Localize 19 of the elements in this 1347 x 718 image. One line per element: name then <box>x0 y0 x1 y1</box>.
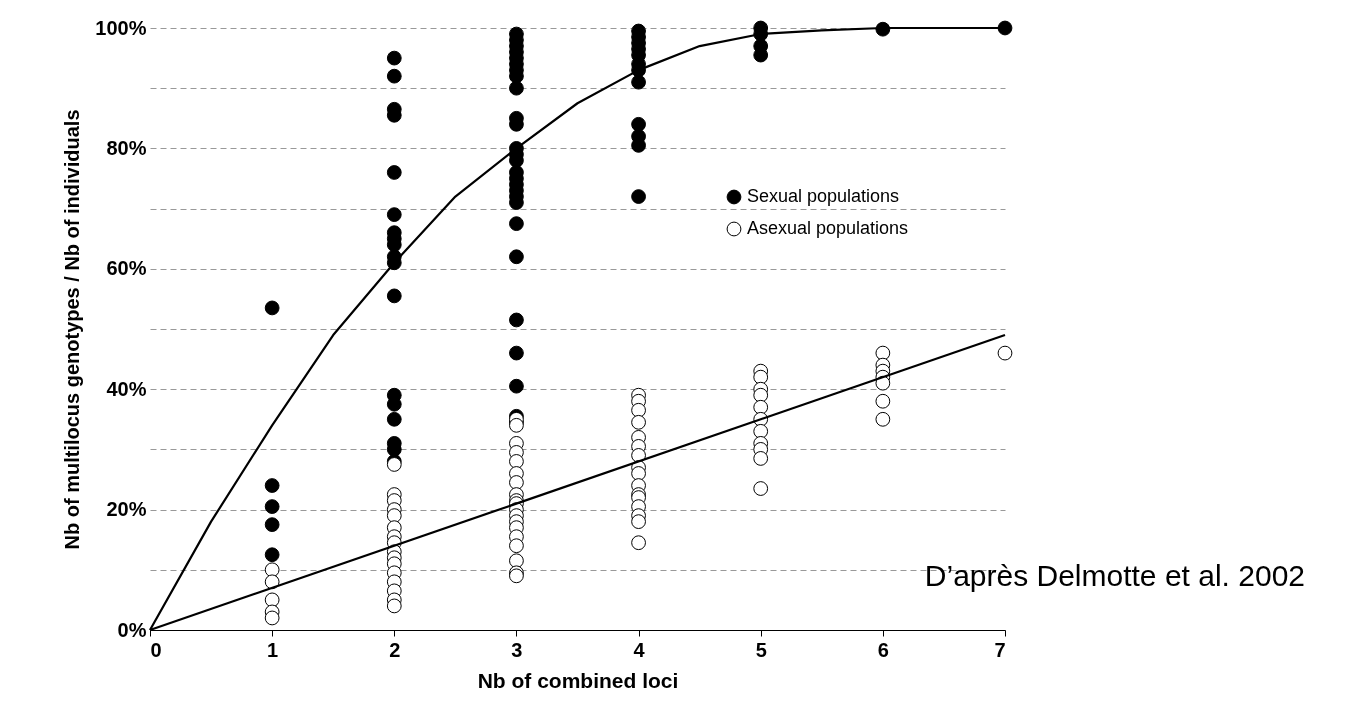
y-tick-label: 80% <box>106 136 147 159</box>
x-tick-label: 4 <box>633 638 646 661</box>
y-tick-label: 100% <box>95 16 147 39</box>
y-tick-label: 40% <box>106 377 147 400</box>
y-tick-label: 60% <box>106 257 147 280</box>
y-tick-label: 20% <box>106 498 147 521</box>
x-tick-label: 0 <box>150 638 162 661</box>
legend-label: Sexual populations <box>747 186 900 206</box>
x-tick-label: 1 <box>267 638 279 661</box>
x-tick-label: 3 <box>511 638 523 661</box>
x-tick-label: 7 <box>994 638 1006 661</box>
x-axis-title: Nb of combined loci <box>477 668 679 692</box>
x-tick-label: 2 <box>389 638 401 661</box>
y-tick-label: 0% <box>117 618 147 641</box>
x-tick-label: 5 <box>755 638 767 661</box>
x-tick-label: 6 <box>877 638 889 661</box>
y-axis-title: Nb of multilocus genotypes / Nb of individuals <box>61 109 84 550</box>
legend-label: Asexual populations <box>747 218 909 238</box>
annotation: D’après Delmotte et al. 2002 <box>924 559 1305 592</box>
